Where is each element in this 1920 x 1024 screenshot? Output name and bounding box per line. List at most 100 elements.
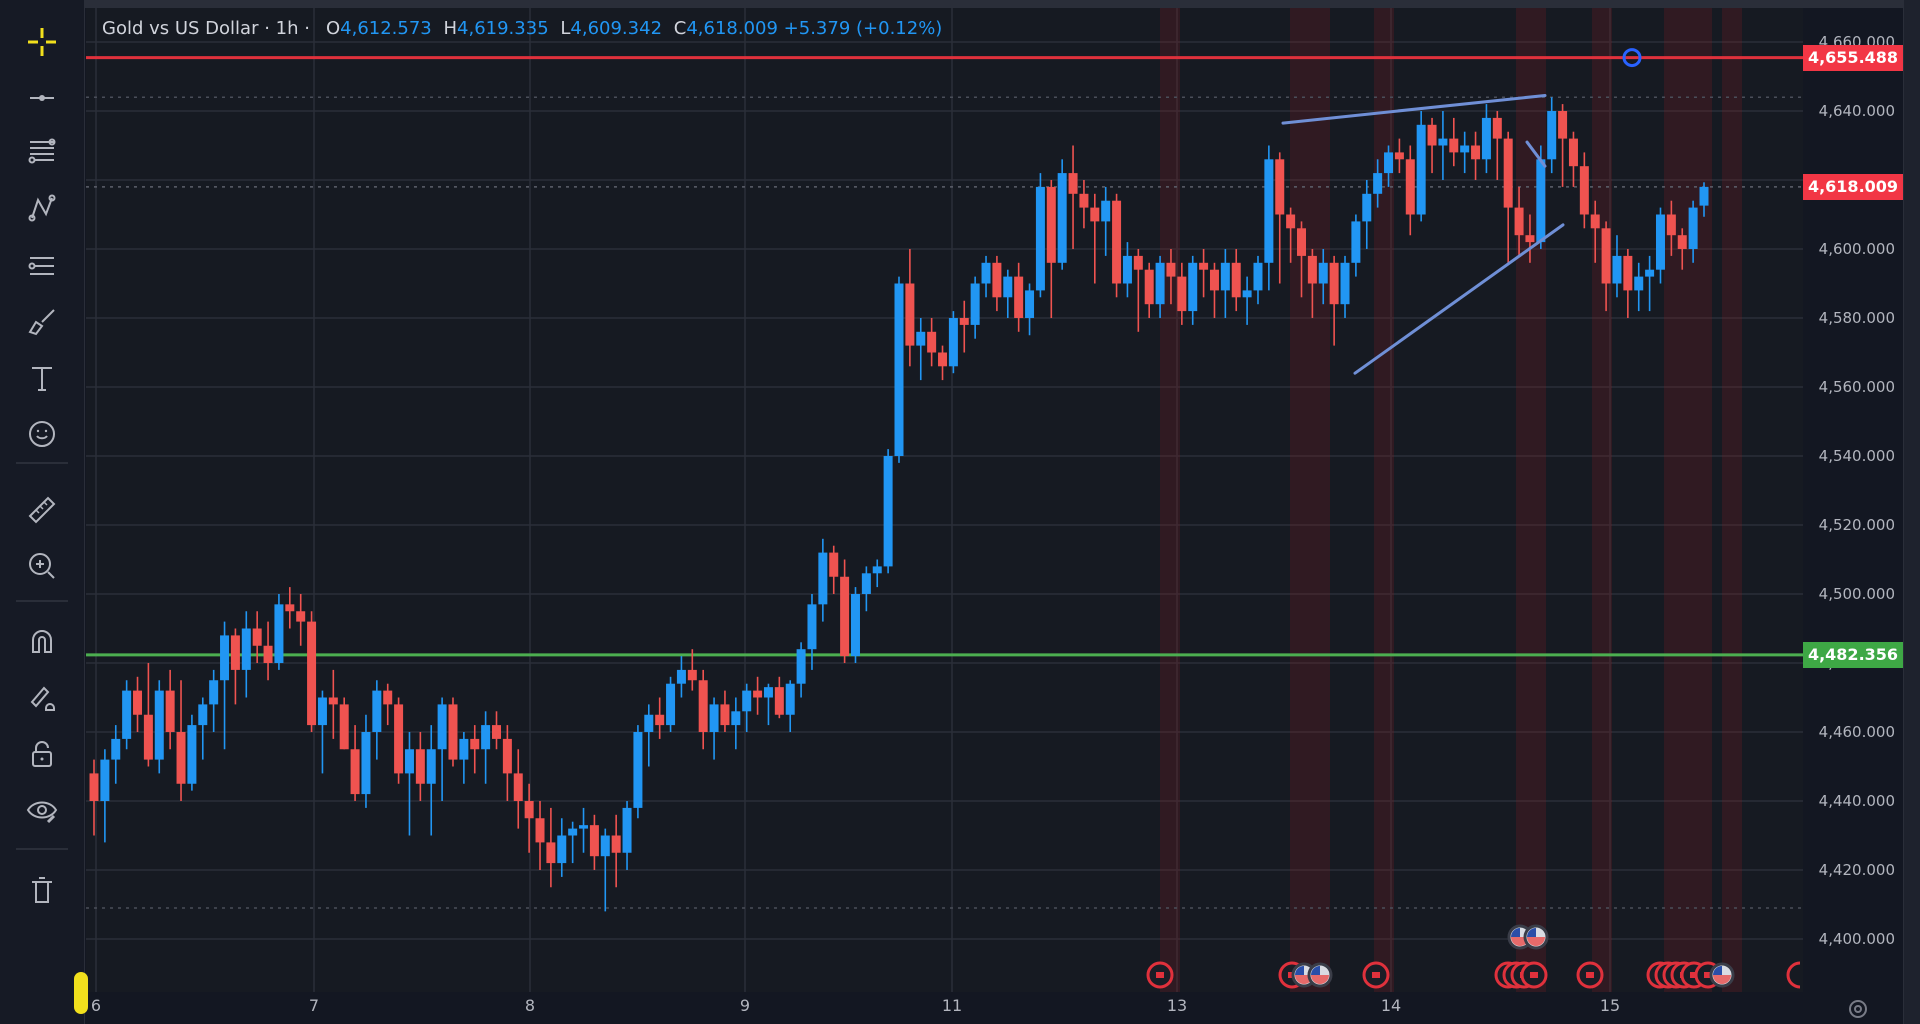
- candle-body: [1231, 262, 1241, 298]
- zoom-in-tool-button[interactable]: [18, 544, 66, 588]
- candle-body: [676, 669, 686, 684]
- drawings: [1281, 48, 1642, 375]
- crosshair-tool-button[interactable]: [18, 20, 66, 64]
- price-tick-label: 4,420.000: [1818, 861, 1895, 879]
- candle-body: [1057, 173, 1067, 263]
- symbol-legend: Gold vs US Dollar · 1h · O4,612.573 H4,6…: [102, 14, 942, 42]
- candle-body: [763, 687, 773, 698]
- candle-body: [133, 690, 143, 715]
- candle-body: [111, 738, 121, 760]
- price-tick-label: 4,400.000: [1818, 930, 1895, 948]
- line-anchor-handle: [1622, 48, 1642, 68]
- candle-body: [524, 801, 534, 819]
- candle-body: [1286, 214, 1296, 229]
- prediction-tool-button[interactable]: [18, 244, 66, 288]
- magnet-icon: [32, 630, 52, 653]
- candle-body: [698, 680, 708, 732]
- high-label: H: [443, 17, 458, 39]
- candle-body: [1003, 276, 1013, 298]
- candle-body: [209, 680, 219, 705]
- price-tick-label: 4,580.000: [1818, 309, 1895, 327]
- stay-in-drawing-mode-tool-button[interactable]: [18, 676, 66, 720]
- candle-body: [154, 690, 164, 760]
- lock-icon: [32, 741, 52, 767]
- crosshair-icon: [28, 28, 56, 56]
- price-tick-label: 4,540.000: [1818, 447, 1895, 465]
- collapse-toolbar-handle[interactable]: [74, 972, 88, 1014]
- candle-body: [687, 669, 697, 681]
- candle-body: [1699, 186, 1709, 206]
- candle-body: [1514, 207, 1524, 236]
- text-tool-button[interactable]: [18, 356, 66, 400]
- candle-body: [1307, 255, 1317, 284]
- candle-body: [774, 687, 784, 715]
- candle-body: [481, 725, 491, 750]
- symbol-title[interactable]: Gold vs US Dollar · 1h ·: [102, 17, 310, 39]
- change-value: +5.379 (+0.12%): [783, 17, 943, 39]
- candle-body: [426, 749, 436, 784]
- emoji-tool-button[interactable]: [18, 412, 66, 456]
- fib-retracement-tool-button[interactable]: [18, 130, 66, 174]
- candle-body: [1209, 269, 1219, 291]
- support-price-label: 4,482.356: [1803, 641, 1903, 668]
- candle-body: [655, 714, 665, 726]
- chart-settings-icon[interactable]: [1845, 996, 1871, 1022]
- candle-body: [317, 697, 327, 726]
- trendline: [1281, 93, 1547, 125]
- candle-body: [644, 714, 654, 732]
- time-tick-label: 9: [739, 996, 751, 1015]
- horizontal-line-tool-button[interactable]: [18, 76, 66, 120]
- candle-body: [1449, 138, 1459, 153]
- candle-body: [872, 566, 882, 574]
- candle-body: [328, 697, 338, 705]
- horizontal-line-icon: [30, 95, 54, 101]
- candle-body: [948, 318, 958, 367]
- candle-body: [1025, 290, 1035, 318]
- chart-canvas[interactable]: [86, 8, 1803, 992]
- candle-body: [959, 318, 969, 325]
- candle-body: [198, 704, 208, 726]
- hide-drawings-icon: [26, 801, 58, 824]
- chart-svg[interactable]: [86, 8, 1803, 992]
- candle-body: [89, 773, 99, 801]
- candle-body: [252, 628, 262, 646]
- candle-body: [546, 842, 556, 864]
- lock-tool-button[interactable]: [18, 732, 66, 776]
- candle-body: [731, 711, 741, 726]
- candle-body: [1655, 214, 1665, 270]
- candle-body: [535, 818, 545, 843]
- vertical-scrollbar[interactable]: [1903, 0, 1920, 1024]
- candle-body: [1405, 159, 1415, 215]
- drawing-toolbar: [0, 0, 85, 1024]
- candle-body: [394, 704, 404, 774]
- candle-body: [285, 604, 295, 612]
- prediction-icon: [28, 257, 54, 275]
- ruler-tool-button[interactable]: [18, 488, 66, 532]
- candle-body: [1144, 269, 1154, 305]
- candle-body: [1068, 173, 1078, 194]
- candle-body: [1601, 228, 1611, 284]
- candle-body: [1492, 117, 1502, 139]
- candle-body: [176, 732, 186, 784]
- low-label: L: [560, 17, 571, 39]
- time-tick-label: 8: [524, 996, 536, 1015]
- magnet-tool-button[interactable]: [18, 620, 66, 664]
- candle-body: [796, 649, 806, 684]
- brush-tool-button[interactable]: [18, 300, 66, 344]
- candle-body: [916, 331, 926, 346]
- candle-body: [459, 738, 469, 760]
- candle-body: [1264, 159, 1274, 263]
- time-axis[interactable]: 6 7 8 9 11 13 14 15: [86, 992, 1803, 1024]
- price-axis[interactable]: 4,660.0004,640.0004,620.0004,600.0004,58…: [1803, 8, 1903, 992]
- candle-body: [992, 262, 1002, 298]
- candle-body: [1373, 173, 1383, 194]
- candle-body: [296, 611, 306, 622]
- hide-drawings-tool-button[interactable]: [18, 788, 66, 832]
- pattern-tool-button[interactable]: [18, 186, 66, 230]
- trash-tool-button[interactable]: [18, 868, 66, 912]
- zoom-in-icon: [29, 553, 55, 579]
- candle-body: [404, 749, 414, 774]
- candle-body: [557, 835, 567, 864]
- candle-body: [1155, 262, 1165, 305]
- candle-body: [1351, 221, 1361, 263]
